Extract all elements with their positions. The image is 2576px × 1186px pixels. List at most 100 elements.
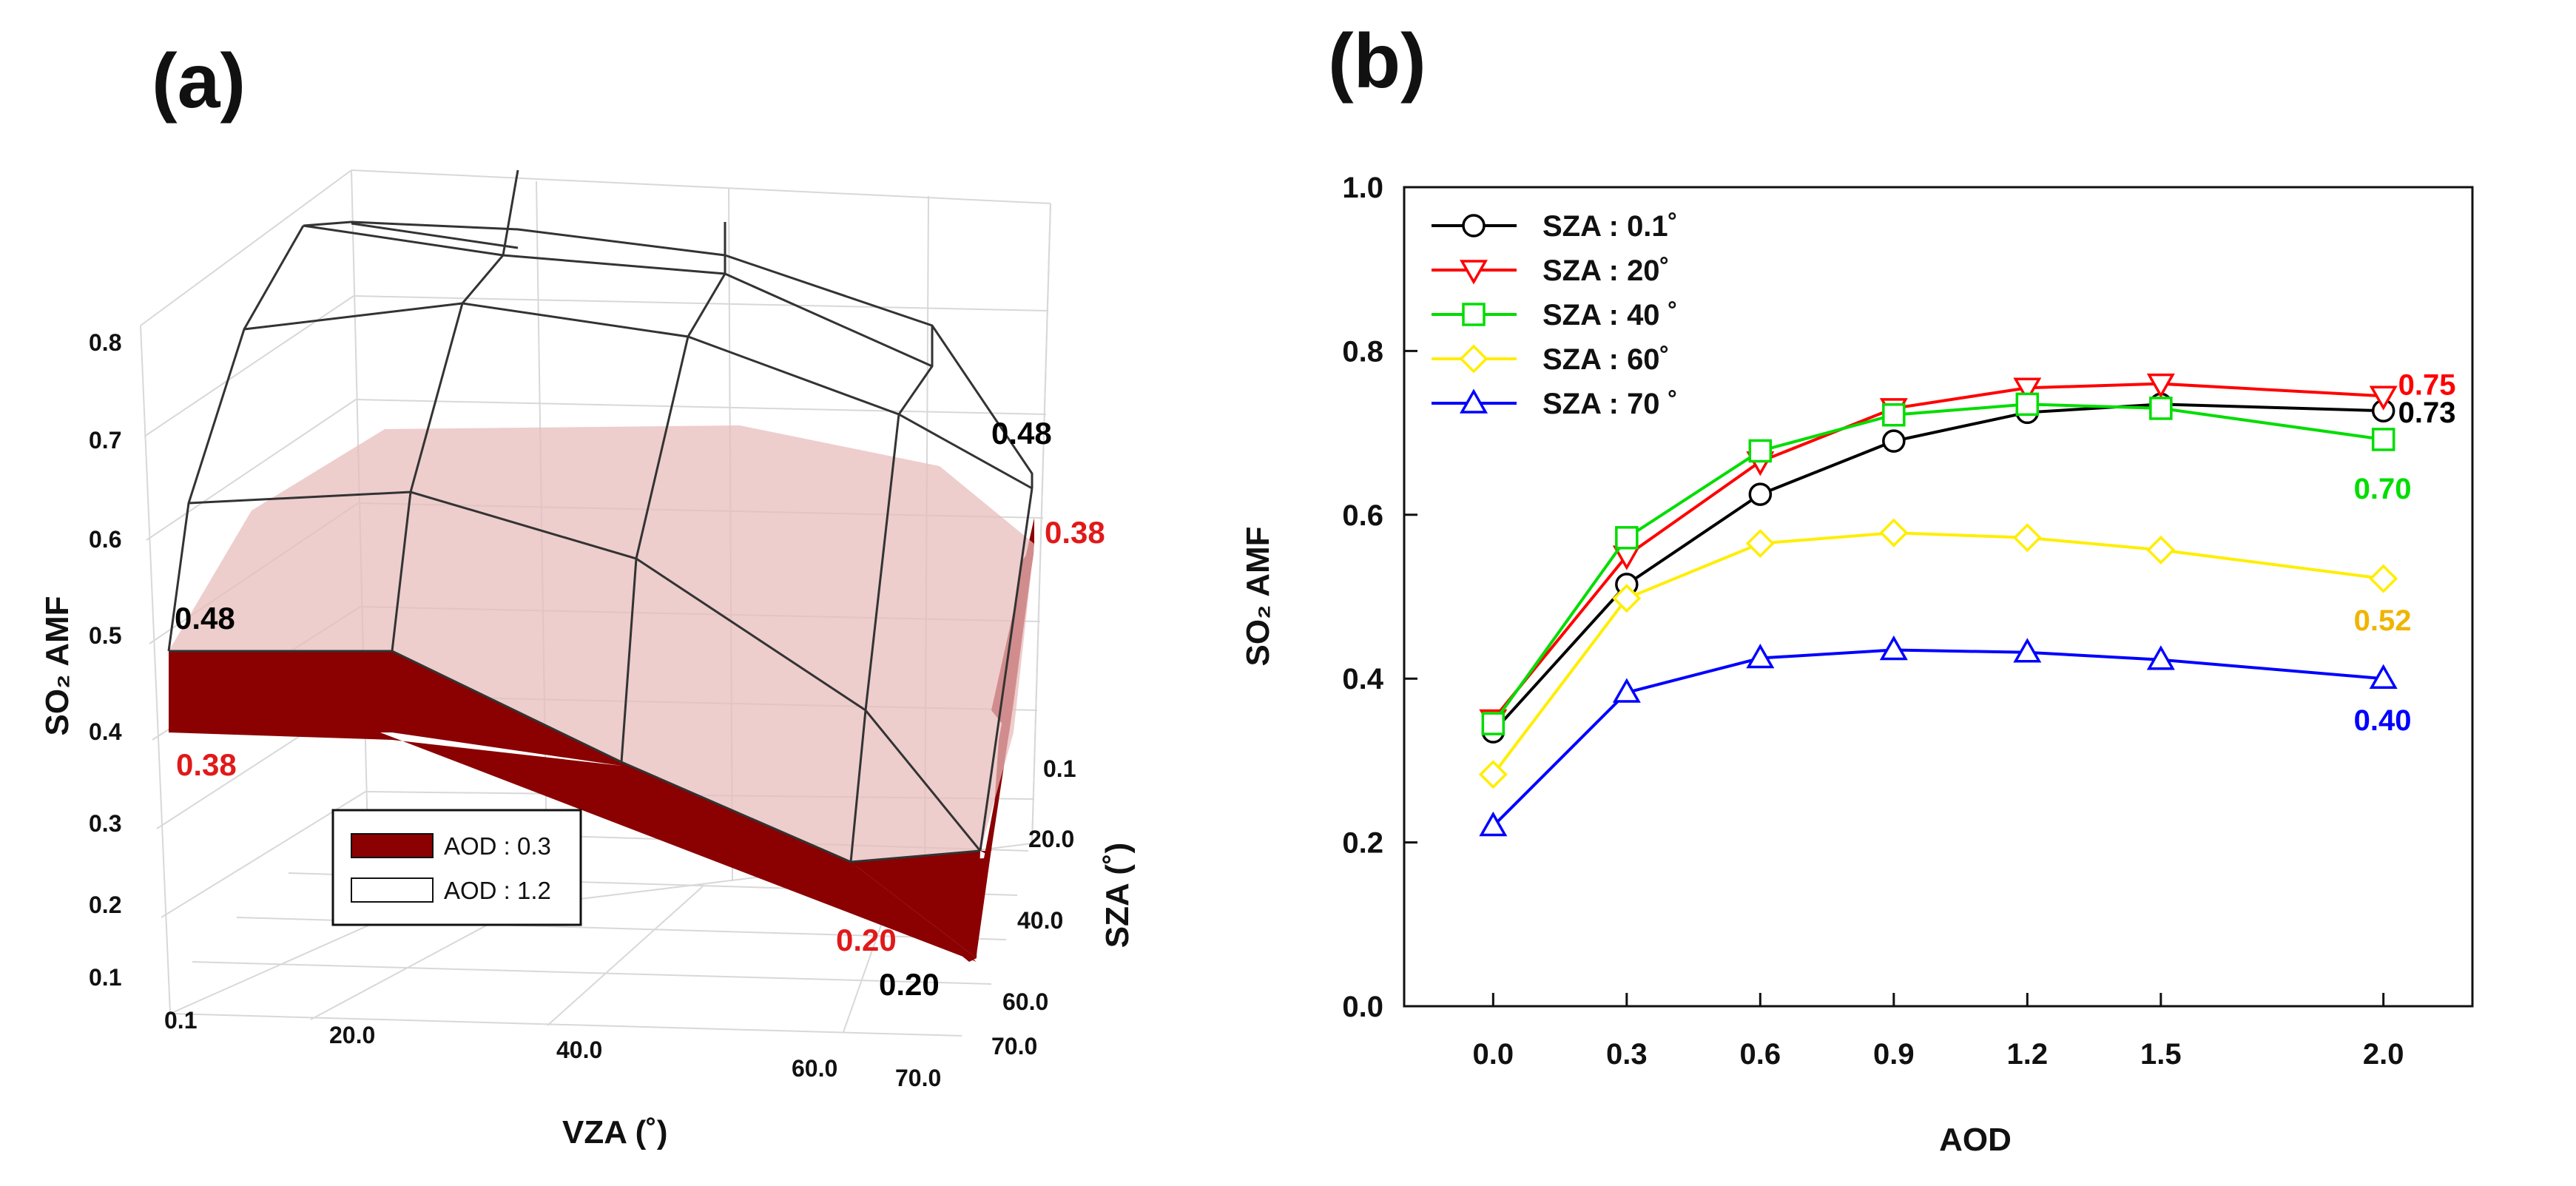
panel-b-legend: SZA : 0.1˚ SZA : 20˚ SZA : 40 ˚ SZA : 60˚ SZ… — [1432, 210, 1678, 420]
y-tick-label: 0.2 — [1342, 827, 1383, 860]
legend-frame — [331, 809, 582, 926]
y-tick-label: 0.8 — [1342, 335, 1383, 368]
marker-circle — [1462, 214, 1486, 237]
end-label: 0.40 — [2354, 704, 2412, 737]
y-axis-title: SO₂ AMF — [1240, 526, 1276, 666]
marker-square — [1462, 303, 1486, 326]
z-tick: 0.3 — [89, 810, 121, 837]
marker-diamond — [2369, 564, 2398, 593]
panel-a-label: (a) — [152, 38, 246, 124]
series-group — [1478, 373, 2398, 837]
y-tick: 60.0 — [1002, 988, 1048, 1015]
panel-a-legend: AOD : 0.3 AOD : 1.2 — [331, 809, 582, 926]
x-tick-label: 1.2 — [2007, 1038, 2049, 1071]
marker-square — [2149, 397, 2173, 420]
marker-triangle-up — [2146, 645, 2175, 670]
marker-triangle-up — [1479, 811, 1508, 837]
series-1 — [1479, 373, 2398, 735]
y-axis-ticks: 0.0 0.2 0.4 0.6 0.8 1.0 — [1342, 172, 1417, 1023]
annotation: 0.20 — [879, 967, 940, 1002]
y-tick-label: 0.6 — [1342, 499, 1383, 532]
x-tick-label: 1.5 — [2140, 1038, 2182, 1071]
marker-triangle-up — [1612, 678, 1641, 703]
marker-triangle-down — [2369, 385, 2398, 411]
series-4 — [1479, 635, 2398, 837]
y-tick: 20.0 — [1028, 826, 1074, 852]
annotation: 0.38 — [1045, 515, 1105, 550]
legend-label: AOD : 0.3 — [444, 832, 551, 860]
panel-a-annotations: 0.48 0.38 0.48 0.38 0.20 0.20 — [175, 416, 1105, 1002]
legend-swatch-aod-1.2 — [351, 877, 434, 903]
x-tick: 60.0 — [792, 1055, 837, 1082]
surface-aod-0.3 — [169, 425, 1034, 962]
legend-swatch-aod-0.3 — [351, 833, 434, 858]
marker-triangle-down — [1459, 260, 1488, 285]
marker-square — [1748, 439, 1773, 463]
legend-label: SZA : 60˚ — [1542, 343, 1670, 376]
x-tick-label: 0.6 — [1740, 1038, 1781, 1071]
marker-diamond — [2146, 535, 2176, 565]
annotation: 0.20 — [836, 923, 897, 957]
marker-square — [1615, 526, 1639, 550]
x-tick-label: 0.0 — [1473, 1038, 1514, 1071]
y-tick: 40.0 — [1017, 907, 1063, 934]
end-label: 0.75 — [2398, 368, 2456, 401]
z-tick: 0.4 — [89, 718, 122, 745]
y-tick-label: 1.0 — [1342, 172, 1383, 204]
legend-label: AOD : 1.2 — [444, 877, 551, 904]
series-2 — [1481, 392, 2395, 735]
marker-triangle-up — [2369, 664, 2398, 689]
y-axis-ticks: 0.1 20.0 40.0 60.0 70.0 — [991, 755, 1076, 1059]
y-tick: 70.0 — [991, 1033, 1037, 1059]
z-tick: 0.7 — [89, 427, 121, 454]
marker-circle — [1748, 482, 1773, 506]
marker-triangle-up — [2013, 638, 2042, 663]
series-0 — [1481, 392, 2395, 744]
marker-square — [2015, 392, 2040, 417]
marker-diamond — [1478, 760, 1508, 789]
x-tick: 20.0 — [329, 1022, 375, 1048]
x-tick: 0.1 — [164, 1007, 197, 1034]
legend-label: SZA : 20˚ — [1542, 255, 1670, 287]
marker-diamond — [1612, 584, 1642, 613]
marker-square — [1882, 402, 1906, 427]
panel-b-label: (b) — [1328, 18, 1426, 104]
marker-triangle-down — [2013, 377, 2042, 402]
x-axis-ticks: 0.0 0.3 0.6 0.9 1.2 1.5 2.0 — [1473, 993, 2404, 1071]
y-tick-label: 0.4 — [1342, 663, 1383, 695]
marker-triangle-up — [1879, 635, 1908, 661]
marker-diamond — [1879, 518, 1909, 547]
marker-triangle-down — [2146, 373, 2175, 399]
marker-square — [2371, 428, 2395, 451]
x-axis-ticks: 0.1 20.0 40.0 60.0 70.0 — [164, 1007, 941, 1091]
y-tick-label: 0.0 — [1342, 991, 1383, 1023]
x-axis-title: VZA (˚) — [562, 1114, 668, 1150]
marker-triangle-up — [1459, 388, 1488, 414]
z-tick: 0.6 — [89, 526, 121, 553]
marker-diamond — [1745, 529, 1775, 559]
end-labels: 0.730.75 0.70 0.52 0.40 — [2354, 368, 2456, 737]
marker-square — [1481, 712, 1506, 735]
marker-circle — [1882, 429, 1906, 453]
legend-label: SZA : 70 ˚ — [1542, 388, 1678, 420]
legend-label: SZA : 40 ˚ — [1542, 299, 1678, 331]
z-tick: 0.2 — [89, 892, 121, 918]
end-label: 0.52 — [2354, 604, 2412, 637]
series-line — [1491, 648, 2384, 827]
series-3 — [1478, 518, 2398, 789]
plot-frame — [1403, 186, 2474, 1008]
marker-diamond — [2012, 523, 2042, 553]
y-axis-title: SZA (˚) — [1099, 843, 1136, 949]
x-tick-label: 2.0 — [2363, 1038, 2404, 1071]
surface-aod-0.3-top — [169, 425, 1034, 862]
annotation: 0.48 — [991, 416, 1052, 451]
z-axis-title: SO₂ AMF — [39, 596, 75, 735]
y-tick: 0.1 — [1043, 755, 1076, 782]
legend-label: SZA : 0.1˚ — [1542, 210, 1678, 243]
z-tick: 0.1 — [89, 964, 121, 991]
x-tick: 40.0 — [556, 1037, 602, 1063]
surface-aod-0.3-front-face — [169, 651, 977, 962]
panel-a-surface-plot: (a) — [39, 38, 1136, 1150]
z-tick: 0.5 — [89, 622, 121, 649]
